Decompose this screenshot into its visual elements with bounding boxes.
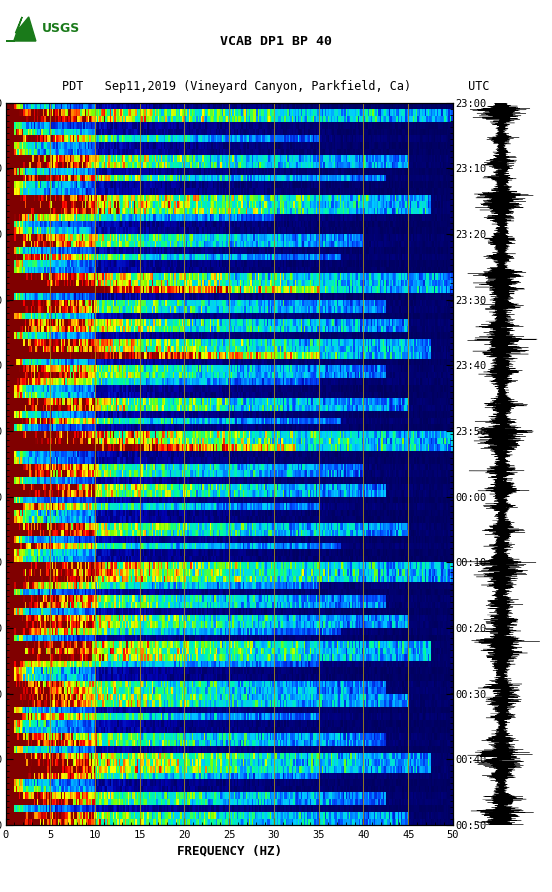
- Polygon shape: [6, 17, 36, 41]
- Text: PDT   Sep11,2019 (Vineyard Canyon, Parkfield, Ca)        UTC: PDT Sep11,2019 (Vineyard Canyon, Parkfie…: [62, 80, 490, 93]
- Text: VCAB DP1 BP 40: VCAB DP1 BP 40: [220, 35, 332, 48]
- Text: USGS: USGS: [41, 22, 79, 36]
- X-axis label: FREQUENCY (HZ): FREQUENCY (HZ): [177, 844, 282, 857]
